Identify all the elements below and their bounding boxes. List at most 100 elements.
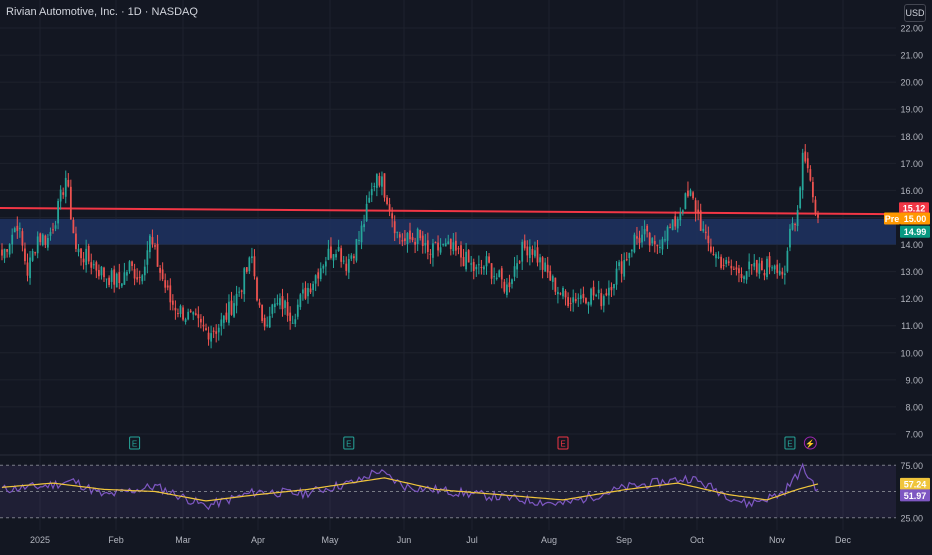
candle — [120, 283, 123, 287]
candle — [166, 285, 169, 288]
candle — [592, 286, 595, 296]
candle — [755, 259, 758, 273]
candle — [801, 152, 804, 191]
candle — [447, 241, 450, 245]
candle — [694, 200, 697, 213]
candle — [133, 269, 136, 279]
candle — [676, 218, 679, 229]
price-label-14-99-bg — [900, 225, 930, 238]
time-axis-label: Sep — [616, 535, 632, 545]
candle — [85, 248, 88, 266]
candle — [409, 230, 411, 240]
candle — [289, 312, 292, 321]
candle — [13, 228, 16, 233]
candle — [309, 288, 312, 293]
candle — [342, 260, 345, 262]
candle — [396, 231, 399, 233]
candle — [82, 258, 85, 263]
candle — [131, 261, 133, 266]
candle — [284, 300, 286, 308]
candle — [143, 266, 146, 276]
candle — [92, 264, 95, 266]
candle — [569, 303, 572, 305]
candle — [304, 287, 307, 299]
price-label-15-12: 15.12 — [903, 204, 926, 214]
candle — [534, 250, 536, 257]
candle — [248, 257, 251, 272]
candle — [123, 272, 126, 285]
candle — [49, 231, 52, 236]
candle — [523, 240, 526, 249]
candle — [258, 302, 261, 306]
candle — [154, 245, 156, 247]
candle — [643, 229, 646, 235]
event-icon — [803, 436, 817, 450]
candle — [740, 273, 743, 279]
candle — [789, 228, 791, 248]
candle — [271, 304, 274, 314]
candle — [355, 239, 358, 261]
candle — [235, 293, 238, 306]
candle — [149, 235, 151, 253]
candle — [115, 273, 118, 288]
candle — [378, 175, 381, 186]
candle — [715, 254, 717, 259]
candle — [585, 298, 587, 304]
candle — [483, 266, 485, 270]
candle — [105, 278, 108, 280]
candle — [294, 319, 297, 324]
time-axis-label: 2025 — [30, 535, 50, 545]
candle — [579, 295, 582, 299]
earnings-icon-label: E — [132, 440, 137, 449]
candle — [87, 245, 90, 262]
resistance-line — [0, 206, 897, 216]
candle — [804, 151, 807, 162]
candle — [641, 234, 643, 243]
candle — [261, 304, 263, 321]
candle — [212, 330, 215, 332]
candle — [80, 248, 82, 259]
candle — [136, 277, 139, 280]
candle — [110, 270, 113, 282]
candle — [358, 240, 360, 242]
candle — [332, 254, 335, 261]
candle — [467, 250, 470, 263]
candle — [753, 262, 756, 267]
candle — [518, 261, 521, 263]
candle — [202, 324, 205, 327]
candle — [638, 237, 641, 243]
candle — [90, 262, 93, 268]
candle — [572, 297, 575, 303]
candle — [184, 319, 187, 323]
candle — [317, 272, 320, 279]
candle — [633, 234, 636, 253]
rsi-tick-label: 75.00 — [900, 461, 923, 471]
candle — [444, 243, 447, 247]
candle — [393, 221, 396, 234]
currency-button[interactable]: USD — [904, 4, 926, 22]
candle — [506, 284, 508, 296]
candle — [238, 291, 241, 293]
candle — [353, 256, 355, 259]
candle — [225, 312, 228, 320]
candle — [281, 296, 284, 310]
candle — [62, 192, 65, 195]
candle — [365, 203, 368, 221]
candle — [615, 268, 618, 285]
candle — [263, 317, 266, 327]
candle — [595, 294, 598, 296]
candle — [738, 268, 740, 274]
candle — [171, 300, 174, 305]
candle — [337, 246, 340, 251]
candle — [6, 249, 8, 252]
price-tick-label: 17.00 — [900, 159, 923, 169]
candle — [192, 312, 195, 315]
candle — [697, 209, 700, 214]
candle — [312, 283, 314, 290]
candle — [57, 201, 59, 224]
candle — [251, 256, 253, 258]
candle — [335, 253, 337, 258]
candle — [77, 248, 80, 253]
